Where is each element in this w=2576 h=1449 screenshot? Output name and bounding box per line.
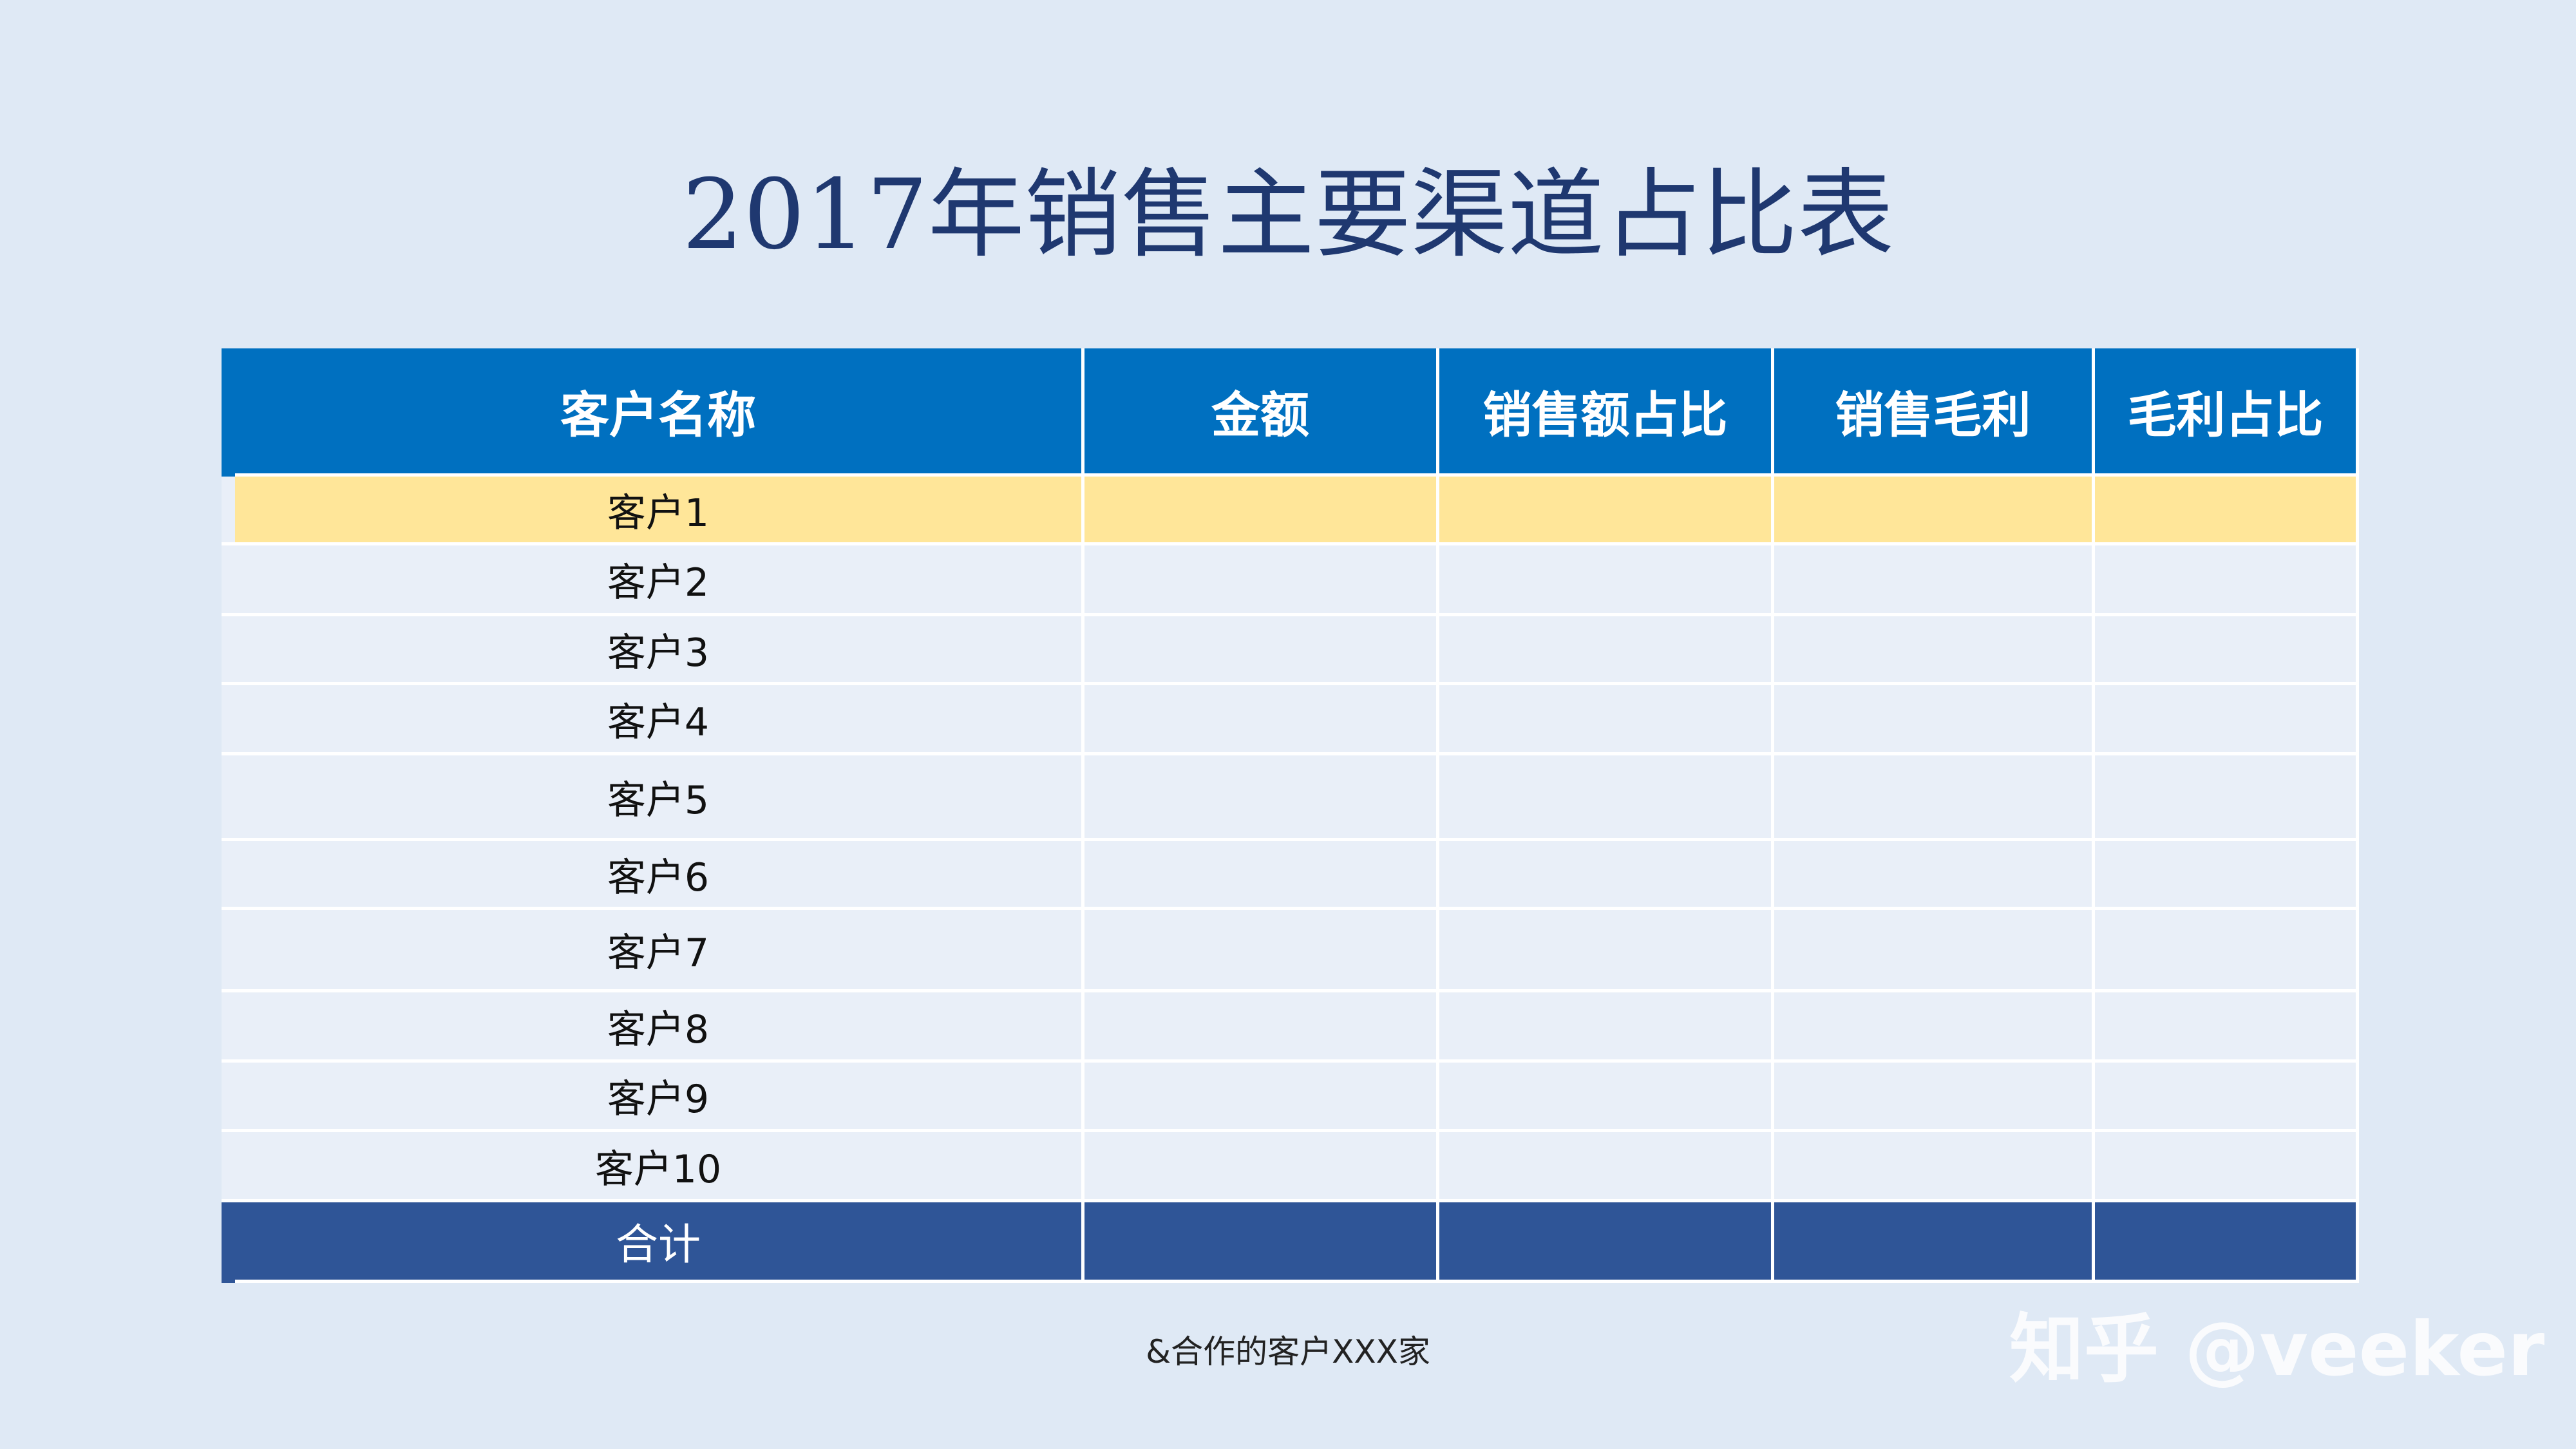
- header-cell: 金额: [1084, 348, 1439, 477]
- row-name: 客户2: [235, 545, 1084, 616]
- cell: [2095, 1132, 2359, 1202]
- row-edge: [222, 755, 235, 841]
- total-cell: [1774, 1202, 2095, 1283]
- cell: [1774, 477, 2095, 545]
- cell: [2095, 841, 2359, 910]
- cell: [2095, 992, 2359, 1063]
- row-edge: [222, 545, 235, 616]
- cell: [1439, 616, 1774, 685]
- total-cell: [1439, 1202, 1774, 1283]
- row-name: 客户1: [235, 477, 1084, 545]
- cell: [1439, 545, 1774, 616]
- row-edge: [222, 1063, 235, 1132]
- watermark: 知乎 @veeker: [2009, 1306, 2545, 1393]
- total-cell: [2095, 1202, 2359, 1283]
- row-edge: [222, 910, 235, 992]
- cell: [2095, 616, 2359, 685]
- cell: [1439, 685, 1774, 755]
- cell: [2095, 755, 2359, 841]
- cell: [1774, 616, 2095, 685]
- header-cell: 客户名称: [235, 348, 1084, 477]
- cell: [1774, 992, 2095, 1063]
- total-label: 合计: [235, 1202, 1084, 1283]
- cell: [1439, 1063, 1774, 1132]
- row-edge: [222, 477, 235, 545]
- row-name: 客户8: [235, 992, 1084, 1063]
- header-cell: 销售毛利: [1774, 348, 2095, 477]
- cell: [1439, 755, 1774, 841]
- header-cell: 毛利占比: [2095, 348, 2359, 477]
- cell: [1439, 841, 1774, 910]
- cell: [1439, 992, 1774, 1063]
- cell: [1084, 841, 1439, 910]
- cell: [2095, 545, 2359, 616]
- cell: [1774, 755, 2095, 841]
- cell: [2095, 477, 2359, 545]
- row-edge: [222, 841, 235, 910]
- cell: [2095, 685, 2359, 755]
- row-name: 客户6: [235, 841, 1084, 910]
- cell: [2095, 1063, 2359, 1132]
- cell: [1774, 1132, 2095, 1202]
- cell: [1084, 477, 1439, 545]
- cell: [1084, 910, 1439, 992]
- row-name: 客户5: [235, 755, 1084, 841]
- total-edge: [222, 1202, 235, 1283]
- cell: [1084, 616, 1439, 685]
- row-name: 客户9: [235, 1063, 1084, 1132]
- cell: [1084, 755, 1439, 841]
- row-name: 客户10: [235, 1132, 1084, 1202]
- header-cell: 销售额占比: [1439, 348, 1774, 477]
- row-edge: [222, 992, 235, 1063]
- cell: [1439, 477, 1774, 545]
- cell: [1439, 1132, 1774, 1202]
- cell: [1774, 910, 2095, 992]
- note: &合作的客户XXX家: [1146, 1333, 1430, 1370]
- row-edge: [222, 685, 235, 755]
- row-name: 客户4: [235, 685, 1084, 755]
- cell: [1439, 910, 1774, 992]
- row-edge: [222, 1132, 235, 1202]
- row-name: 客户3: [235, 616, 1084, 685]
- cell: [1084, 1063, 1439, 1132]
- cell: [1084, 685, 1439, 755]
- cell: [1084, 1132, 1439, 1202]
- cell: [1084, 545, 1439, 616]
- row-edge: [222, 616, 235, 685]
- title: 2017年销售主要渠道占比表: [682, 158, 1894, 271]
- row-name: 客户7: [235, 910, 1084, 992]
- total-cell: [1084, 1202, 1439, 1283]
- cell: [1774, 685, 2095, 755]
- cell: [2095, 910, 2359, 992]
- cell: [1084, 992, 1439, 1063]
- cell: [1774, 841, 2095, 910]
- cell: [1774, 1063, 2095, 1132]
- cell: [1774, 545, 2095, 616]
